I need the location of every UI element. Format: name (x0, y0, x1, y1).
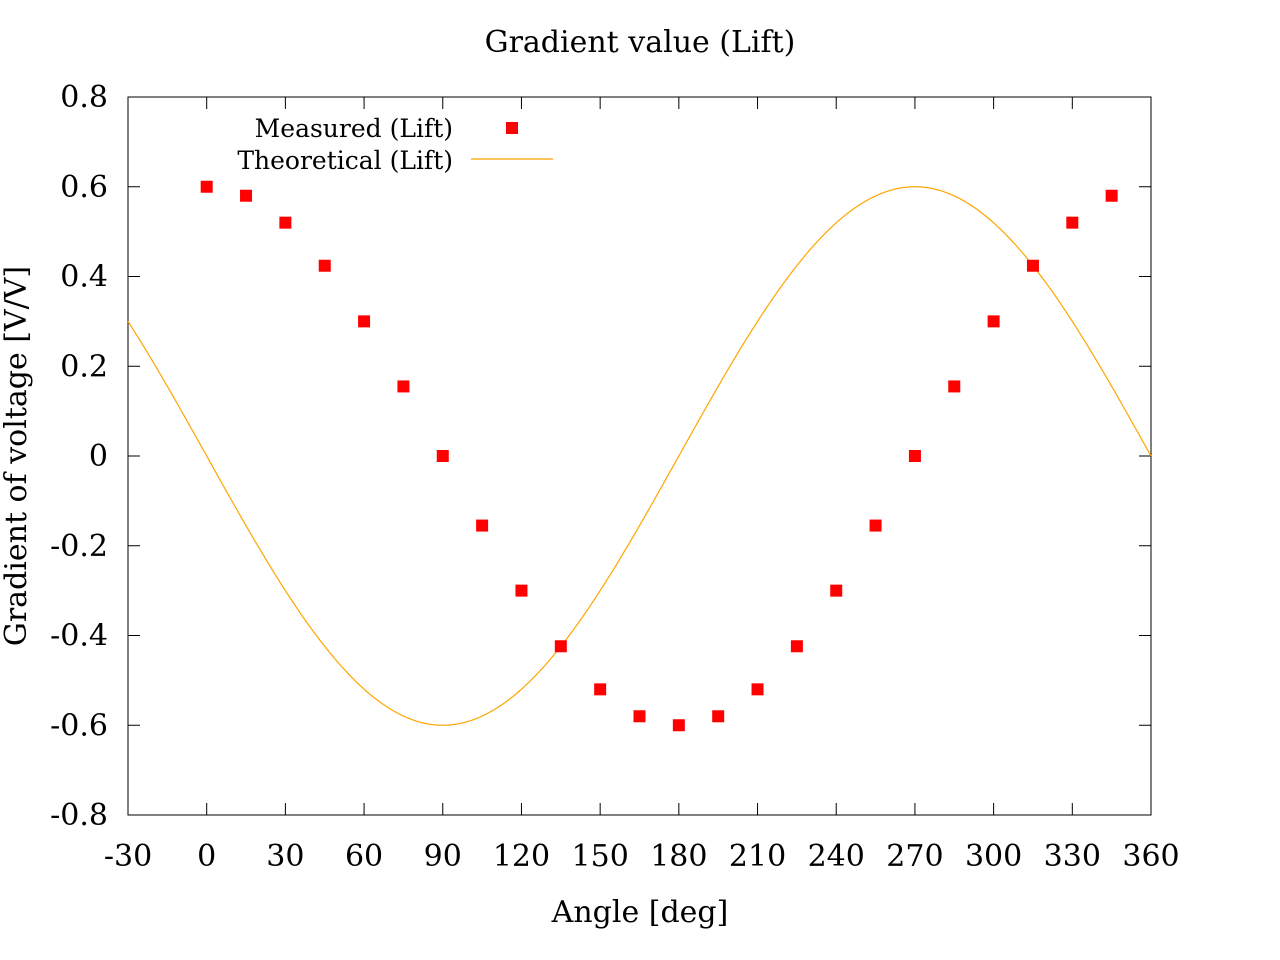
legend-swatch-measured (506, 122, 518, 134)
measured-lift-point (830, 584, 843, 597)
x-tick-label: 270 (886, 839, 943, 874)
x-tick-label: 300 (965, 839, 1022, 874)
measured-lift-point (1026, 259, 1039, 272)
y-tick-label: 0.2 (60, 349, 108, 384)
measured-lift-point (948, 380, 961, 393)
y-tick-label: 0.4 (60, 260, 108, 295)
x-axis-label: Angle [deg] (551, 895, 729, 930)
measured-lift-point (397, 380, 410, 393)
x-tick-label: 150 (572, 839, 629, 874)
measured-lift-point (751, 683, 764, 696)
measured-lift-point (240, 189, 253, 202)
legend-label: Theoretical (Lift) (237, 146, 453, 175)
x-tick-label: 120 (493, 839, 550, 874)
measured-lift-point (554, 640, 567, 653)
measured-lift-point (1105, 189, 1118, 202)
x-tick-label: 240 (808, 839, 865, 874)
measured-lift-point (908, 450, 921, 462)
measured-lift-point (436, 450, 449, 462)
measured-lift-point (594, 683, 607, 696)
measured-lift-point (200, 180, 213, 193)
y-axis-label: Gradient of voltage [V/V] (0, 266, 34, 646)
measured-lift-point (790, 640, 803, 653)
measured-lift-point (712, 710, 725, 723)
measured-lift-point (279, 216, 292, 229)
measured-lift-point (318, 259, 331, 272)
measured-lift-point (672, 719, 685, 732)
x-tick-label: 330 (1044, 839, 1101, 874)
plot-frame (127, 96, 1152, 816)
measured-lift-point (515, 584, 528, 597)
y-tick-label: -0.8 (50, 798, 108, 833)
measured-lift-point (633, 710, 646, 723)
chart-title: Gradient value (Lift) (485, 25, 796, 60)
y-tick-label: 0 (89, 439, 108, 474)
x-tick-label: 0 (197, 839, 216, 874)
series-layer (127, 180, 1152, 732)
y-tick-label: -0.6 (50, 708, 108, 743)
y-tick-label: -0.4 (50, 619, 108, 654)
x-tick-label: 210 (729, 839, 786, 874)
measured-lift-point (358, 315, 371, 328)
x-tick-label: 180 (650, 839, 707, 874)
x-tick-label: -30 (104, 839, 152, 874)
legend-label: Measured (Lift) (255, 114, 453, 143)
x-tick-label: 30 (266, 839, 304, 874)
y-tick-label: -0.2 (50, 529, 108, 564)
y-tick-label: 0.6 (60, 170, 108, 205)
theoretical-lift-line (127, 186, 1152, 726)
measured-lift-point (987, 315, 1000, 328)
x-tick-label: 360 (1122, 839, 1179, 874)
x-tick-label: 90 (424, 839, 462, 874)
y-tick-label: 0.8 (60, 80, 108, 115)
axis-ticks: -30 0 30 60 90 120 150 180 210 240 270 300 330 360 0.8… (50, 80, 1179, 874)
measured-lift-point (476, 519, 489, 532)
legend: Measured (Lift) Theoretical (Lift) (237, 114, 553, 175)
measured-lift-point (1066, 216, 1079, 229)
x-tick-label: 60 (345, 839, 383, 874)
measured-lift-point (869, 519, 882, 532)
